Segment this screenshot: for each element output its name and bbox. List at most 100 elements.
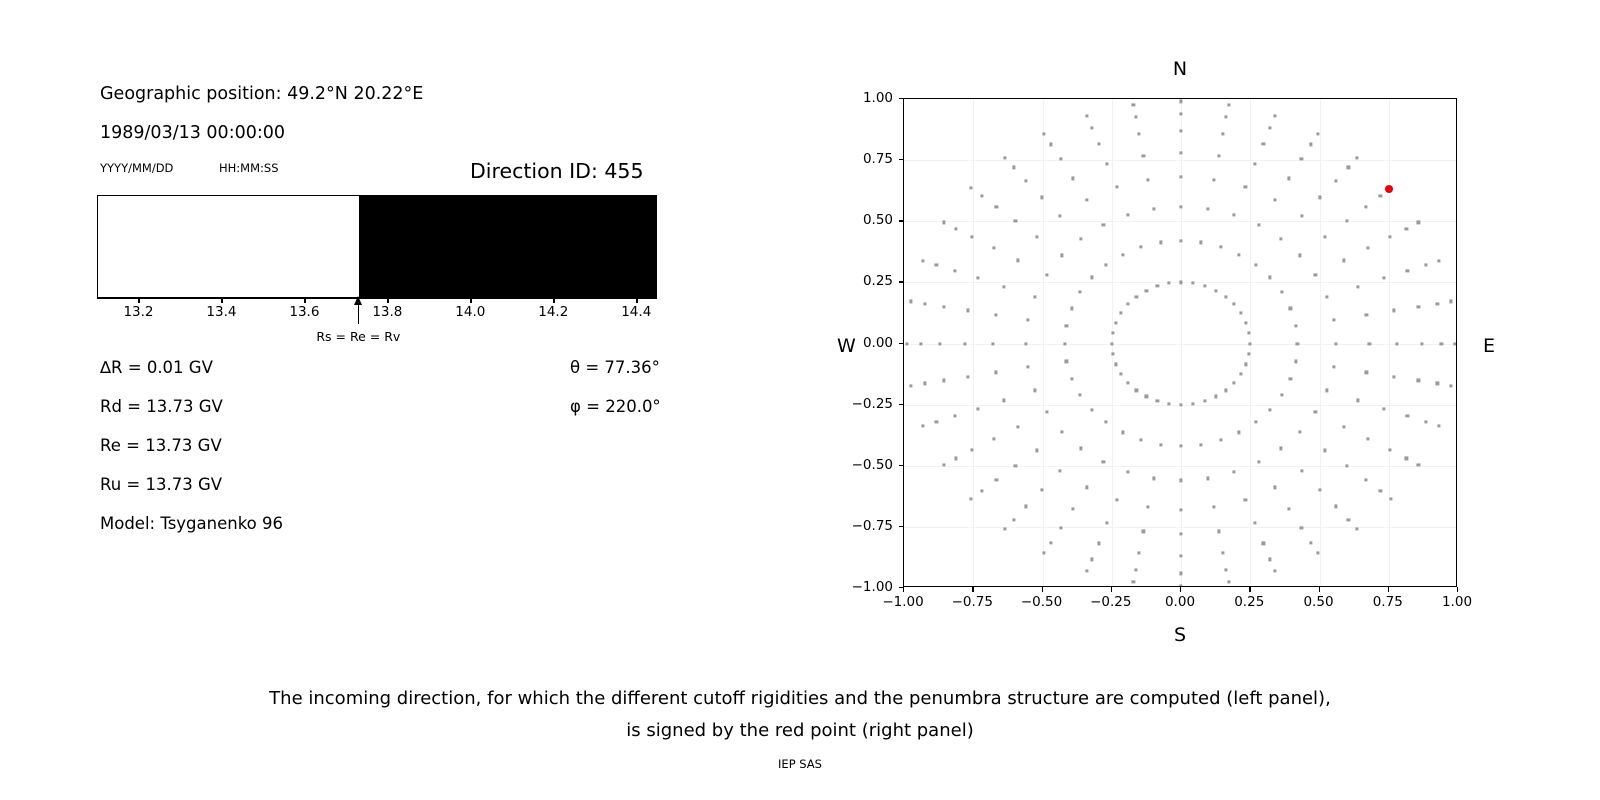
direction-dot	[919, 341, 923, 346]
direction-dot	[1392, 375, 1396, 379]
gridline-vertical	[973, 99, 975, 586]
x-axis-tick-label: −0.50	[1020, 594, 1063, 610]
x-axis-tick	[903, 587, 905, 592]
direction-dot	[1058, 214, 1062, 218]
direction-dot	[1085, 114, 1089, 118]
penumbra-tick	[553, 298, 555, 303]
direction-dot	[1137, 551, 1141, 555]
direction-dot	[1279, 237, 1283, 241]
y-axis-tick-label: 0.00	[862, 334, 893, 351]
direction-dot	[1090, 125, 1094, 130]
caption-line-2: is signed by the red point (right panel)	[626, 720, 974, 741]
x-axis-tick	[1457, 587, 1459, 592]
direction-dot	[1227, 580, 1231, 584]
x-axis-tick-label: 0.75	[1372, 594, 1403, 610]
direction-dot	[1404, 226, 1409, 231]
direction-dot	[934, 263, 938, 267]
direction-dot	[1033, 295, 1037, 299]
y-axis-tick	[898, 525, 903, 528]
gridline-horizontal	[904, 160, 1456, 162]
direction-dot	[1114, 321, 1118, 325]
direction-dot	[1232, 470, 1236, 474]
x-axis-tick	[1318, 587, 1320, 592]
parameter-left-4: Model: Tsyganenko 96	[100, 514, 284, 533]
direction-dot	[1049, 142, 1053, 147]
direction-dot	[1070, 306, 1074, 310]
direction-dot	[1049, 540, 1053, 545]
direction-dot	[1003, 527, 1007, 531]
direction-dot	[1167, 402, 1171, 406]
selected-direction-point[interactable]	[1384, 185, 1393, 194]
direction-dot	[1179, 571, 1183, 575]
direction-dot	[1026, 318, 1030, 322]
y-axis-tick	[898, 220, 903, 222]
direction-dot	[952, 414, 957, 418]
direction-dot	[1199, 240, 1203, 244]
direction-dot	[1042, 132, 1046, 136]
direction-dot	[1223, 295, 1228, 299]
x-axis-tick	[1110, 587, 1113, 592]
direction-dot	[1364, 478, 1368, 482]
direction-dot	[1179, 554, 1183, 558]
direction-dot	[1179, 444, 1183, 448]
direction-dot	[1223, 388, 1228, 392]
direction-dot	[1064, 359, 1069, 363]
direction-dot	[922, 381, 927, 385]
direction-dot	[1453, 341, 1456, 346]
direction-dot	[1224, 115, 1228, 119]
direction-dot	[1332, 318, 1336, 322]
direction-dot	[1042, 551, 1046, 555]
direction-dot	[1318, 487, 1322, 492]
direction-dot	[1298, 253, 1302, 258]
direction-dot	[1114, 362, 1118, 366]
direction-dot	[1273, 114, 1277, 118]
direction-dot	[1323, 235, 1327, 239]
direction-dot	[942, 304, 946, 309]
direction-dot	[1346, 517, 1350, 522]
direction-dot	[1179, 129, 1183, 133]
direction-dot	[1179, 478, 1183, 482]
direction-dot	[1273, 197, 1277, 202]
y-axis-tick	[898, 464, 903, 467]
direction-dot	[1388, 235, 1392, 239]
direction-dot	[1237, 252, 1241, 257]
y-axis-tick-label: 1.00	[862, 90, 893, 106]
direction-dot	[941, 462, 946, 467]
direction-dot	[1040, 195, 1044, 199]
direction-scatter-panel: N S W E −1.00 −0.75 −0.50 −0.25 0.00 0.25 0.50…	[837, 58, 1495, 646]
penumbra-tick	[221, 298, 223, 303]
caption-line-1: The incoming direction, for which the di…	[269, 688, 1331, 709]
direction-dot	[1364, 313, 1369, 317]
y-axis-tick	[898, 281, 903, 283]
direction-dot	[1404, 456, 1409, 460]
direction-dot	[1342, 258, 1346, 262]
direction-dot	[1325, 295, 1329, 299]
direction-dot	[1367, 341, 1371, 346]
penumbra-tick-label: 13.8	[372, 304, 403, 320]
direction-dot	[1058, 469, 1062, 473]
direction-dot	[1060, 429, 1064, 434]
direction-dot	[1002, 285, 1006, 289]
direction-dot	[942, 378, 946, 383]
direction-dot	[1332, 365, 1336, 369]
datetime-label: 1989/03/13 00:00:00	[100, 123, 286, 143]
direction-dot	[1063, 341, 1067, 346]
parameter-right-0: θ = 77.36°	[570, 358, 660, 377]
direction-dot	[1261, 541, 1266, 545]
x-axis-tick	[1180, 587, 1182, 592]
direction-dot	[1232, 381, 1236, 385]
penumbra-tick-label: 13.6	[289, 304, 320, 320]
direction-dot	[1040, 487, 1044, 492]
gridline-vertical	[1388, 99, 1390, 586]
x-axis-tick	[972, 587, 974, 592]
compass-north-label: N	[1172, 58, 1188, 80]
direction-id-label: Direction ID: 455	[470, 159, 644, 183]
direction-dot	[1254, 420, 1258, 424]
direction-dot	[1179, 403, 1183, 407]
direction-dot	[1024, 341, 1028, 346]
compass-west-label: W	[837, 335, 856, 357]
direction-dot	[1119, 372, 1123, 376]
direction-dot	[1146, 505, 1150, 509]
direction-dot	[1342, 425, 1346, 429]
direction-dot	[966, 375, 970, 379]
